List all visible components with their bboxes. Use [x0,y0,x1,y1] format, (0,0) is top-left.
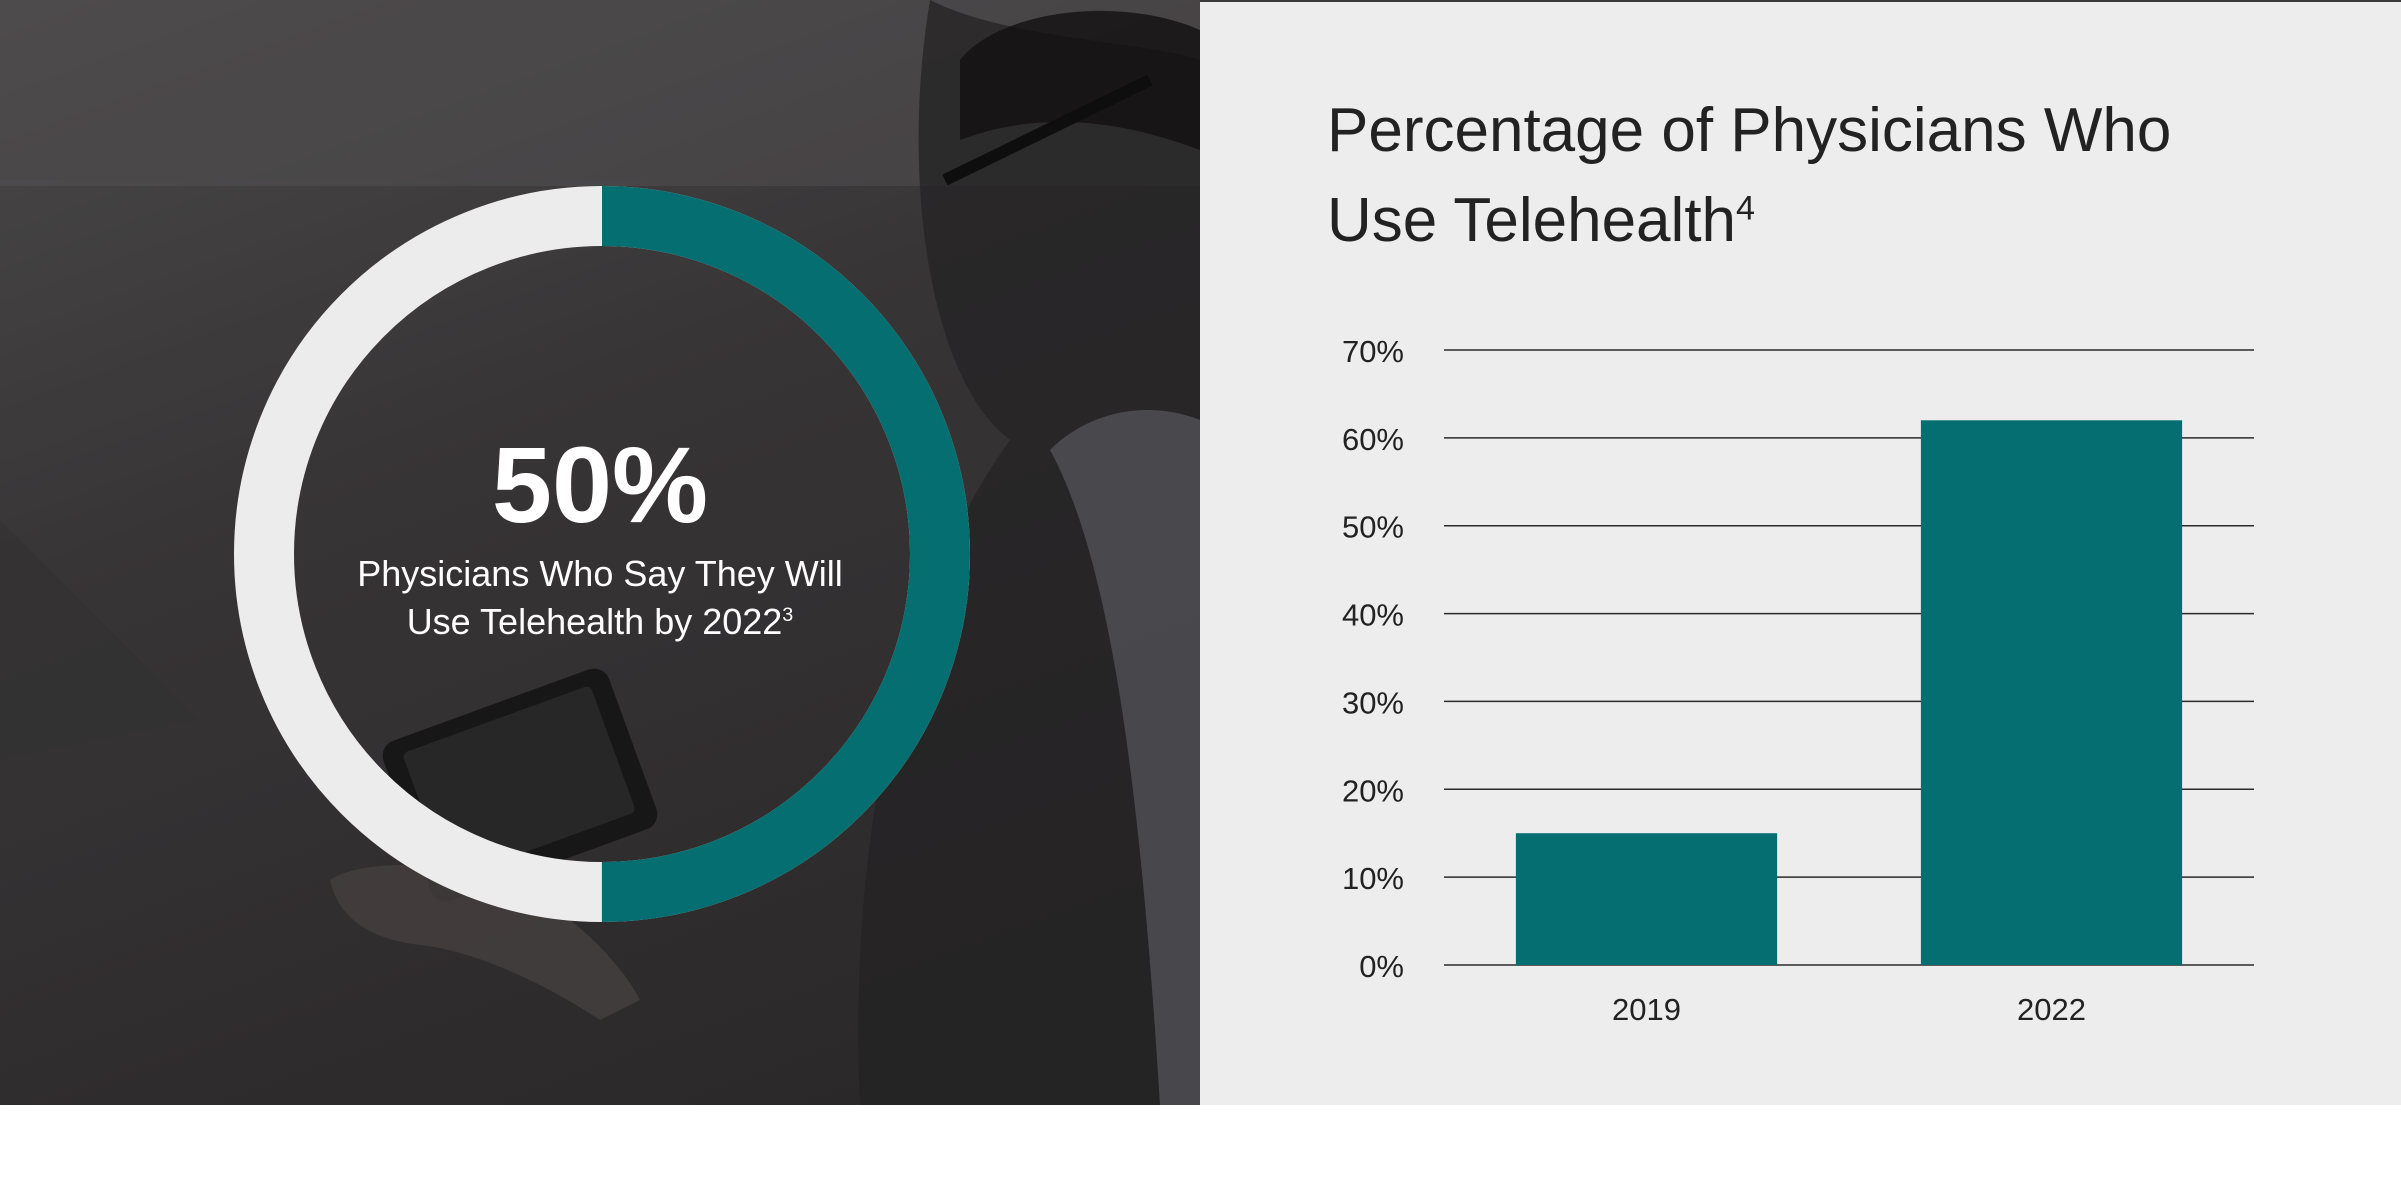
y-tick-label: 0% [1359,949,1404,984]
donut-caption-line-1: Physicians Who Say They Will [357,553,843,594]
donut-progress-arc [234,186,970,922]
footnote-marker: 4 [1736,189,1755,228]
chart-title: Percentage of Physicians Who Use Telehea… [1327,86,2327,266]
footnote-marker: 3 [782,604,794,626]
x-tick-label: 2019 [1612,992,1681,1027]
donut-chart [234,186,970,922]
y-tick-label: 50% [1342,510,1404,545]
chart-title-line-1: Percentage of Physicians Who [1327,96,2172,165]
y-tick-label: 60% [1342,422,1404,457]
bar-chart: 0% 10% 20% 30% 40% 50% 60% 70% 2019 2022 [1342,334,2254,1027]
bar-2019 [1515,833,1778,965]
y-tick-label: 70% [1342,334,1404,369]
y-tick-label: 10% [1342,861,1404,896]
donut-center-text: 50% Physicians Who Say They Will Use Tel… [300,420,900,646]
y-tick-label: 30% [1342,685,1404,720]
donut-value: 50% [491,424,709,545]
donut-caption-line-2: Use Telehealth by 20223 [300,598,900,646]
bar-2022 [1920,420,2183,965]
x-tick-label: 2022 [2017,992,2086,1027]
donut-caption-text: Use Telehealth by 2022 [406,601,783,642]
photo-panel: 50% Physicians Who Say They Will Use Tel… [0,0,1200,1105]
chart-title-line-2: Use Telehealth [1327,186,1737,255]
y-tick-label: 40% [1342,598,1404,633]
chart-panel: Percentage of Physicians Who Use Telehea… [1200,0,2401,1105]
y-tick-label: 20% [1342,773,1404,808]
